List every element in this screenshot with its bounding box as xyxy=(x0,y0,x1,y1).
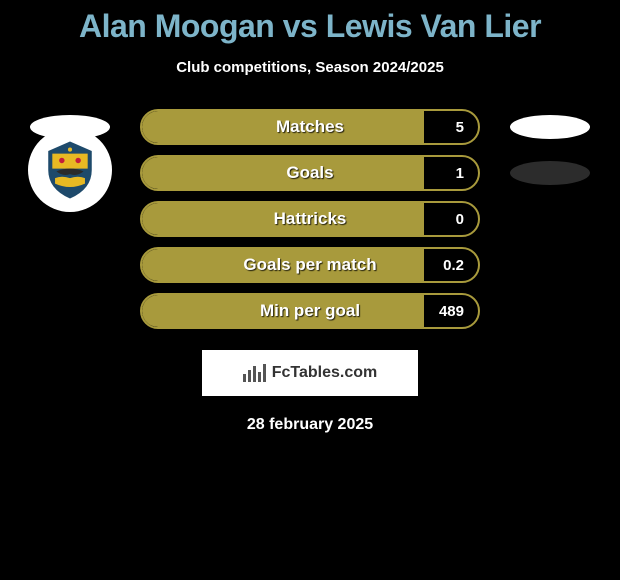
crest-icon xyxy=(36,136,104,204)
right-slot xyxy=(500,161,600,185)
right-player-pill xyxy=(510,115,590,139)
page-title: Alan Moogan vs Lewis Van Lier xyxy=(0,8,620,45)
brand-text: FcTables.com xyxy=(272,364,378,382)
stat-bar-gpm: Goals per match 0.2 xyxy=(140,247,480,283)
brand-footer-box: FcTables.com xyxy=(202,350,418,396)
stat-row: Goals 1 xyxy=(0,150,620,196)
stat-value: 0 xyxy=(456,203,464,235)
stat-value: 0.2 xyxy=(443,249,464,281)
stat-bar-matches: Matches 5 xyxy=(140,109,480,145)
stat-bar-hattricks: Hattricks 0 xyxy=(140,201,480,237)
stat-label: Matches xyxy=(142,111,478,143)
stat-row: Goals per match 0.2 xyxy=(0,242,620,288)
stat-value: 1 xyxy=(456,157,464,189)
stat-bar-mpg: Min per goal 489 xyxy=(140,293,480,329)
stat-value: 489 xyxy=(439,295,464,327)
left-slot xyxy=(20,134,120,212)
left-club-crest xyxy=(28,128,112,212)
brand-bars-icon xyxy=(243,364,266,382)
right-slot xyxy=(500,115,600,139)
stat-label: Hattricks xyxy=(142,203,478,235)
stat-bar-goals: Goals 1 xyxy=(140,155,480,191)
page-subtitle: Club competitions, Season 2024/2025 xyxy=(0,59,620,76)
stat-label: Goals xyxy=(142,157,478,189)
comparison-infographic: Alan Moogan vs Lewis Van Lier Club compe… xyxy=(0,0,620,434)
stat-label: Min per goal xyxy=(142,295,478,327)
footer-date: 28 february 2025 xyxy=(0,416,620,434)
stat-row: Min per goal 489 xyxy=(0,288,620,334)
right-player-pill-2 xyxy=(510,161,590,185)
stat-label: Goals per match xyxy=(142,249,478,281)
stat-value: 5 xyxy=(456,111,464,143)
